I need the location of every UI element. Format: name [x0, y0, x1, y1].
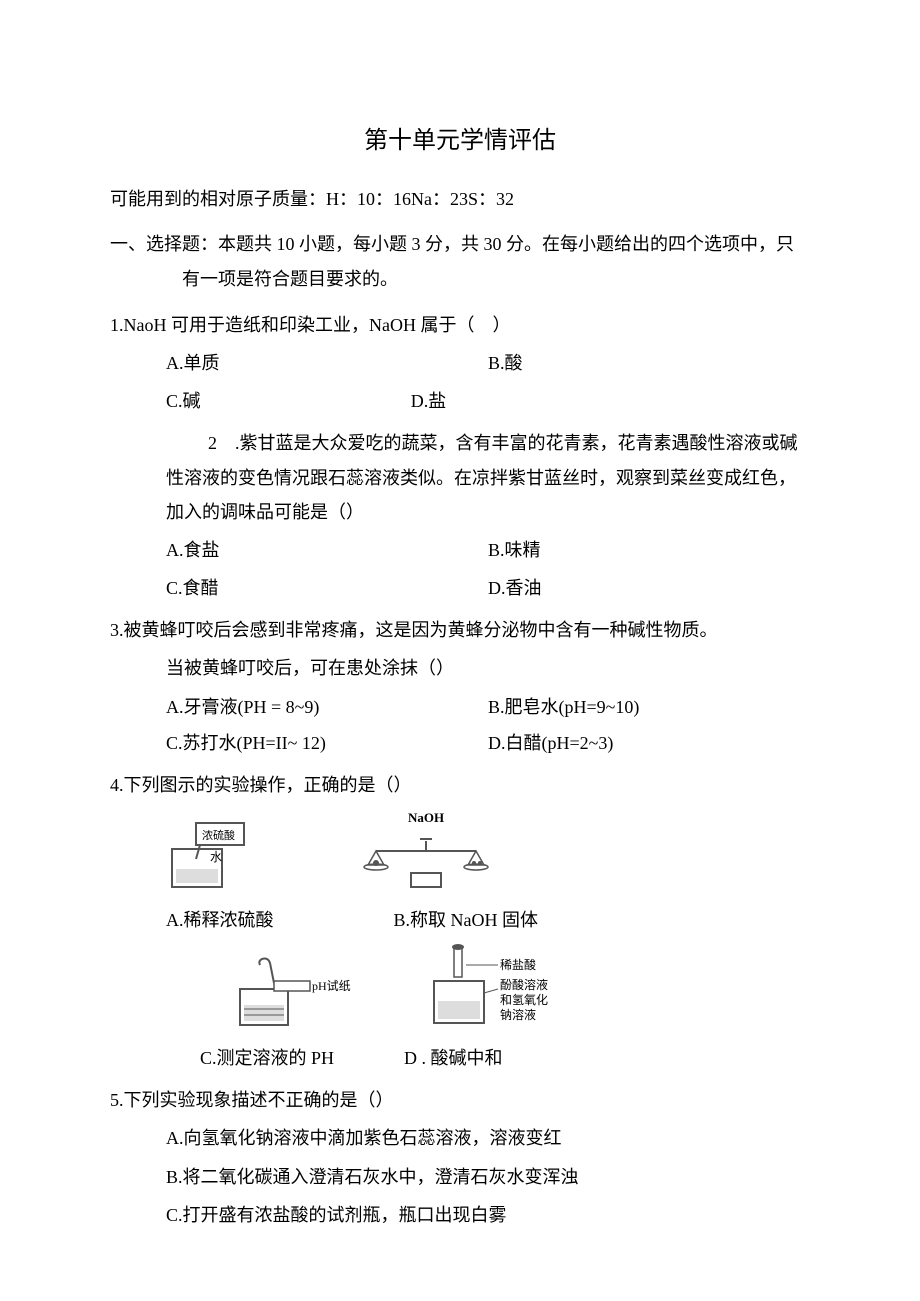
q4-text: .下列图示的实验操作，正确的是（）: [119, 775, 412, 795]
q2-text: .紫甘蓝是大众爱吃的蔬菜，含有丰富的花青素，花青素遇酸性溶液或碱性溶液的变色情况…: [166, 433, 798, 521]
q5-text: .下列实验现象描述不正确的是（）: [119, 1090, 394, 1110]
svg-text:稀盐酸: 稀盐酸: [500, 957, 536, 972]
svg-text:酚酸溶液: 酚酸溶液: [500, 977, 548, 992]
page-title: 第十单元学情评估: [110, 120, 810, 155]
svg-text:和氢氧化: 和氢氧化: [500, 992, 548, 1007]
q1-option-c: C.碱: [166, 384, 411, 418]
q2-option-c: C.食醋: [166, 571, 488, 605]
q1-option-b: B.酸: [488, 346, 810, 380]
q1-text: .NaoH 可用于造纸和印染工业，NaOH 属于（ ）: [119, 315, 510, 335]
atomic-mass-info: 可能用到的相对原子质量：H：10：16Na：23S：32: [110, 183, 810, 215]
question-5: 5.下列实验现象描述不正确的是（） A.向氢氧化钠溶液中滴加紫色石蕊溶液，溶液变…: [110, 1083, 810, 1232]
neutralization-icon: 稀盐酸 酚酸溶液 和氢氧化 钠溶液: [420, 941, 590, 1031]
svg-text:水: 水: [210, 850, 222, 864]
q4-diagram-a: 水 浓硫酸: [166, 815, 276, 899]
q4-option-a: A.稀释浓硫酸: [166, 903, 274, 937]
q1-stem: 1.NaoH 可用于造纸和印染工业，NaOH 属于（ ）: [110, 308, 810, 342]
question-1: 1.NaoH 可用于造纸和印染工业，NaOH 属于（ ） A.单质 B.酸 C.…: [110, 308, 810, 419]
section-1-header: 一、选择题：本题共 10 小题，每小题 3 分，共 30 分。在每小题给出的四个…: [182, 227, 810, 295]
q4-number: 4: [110, 775, 119, 795]
q4-diagram-row-2: pH试纸 稀盐酸 酚酸溶液 和氢氧化 钠溶液: [230, 941, 810, 1037]
q3-text: .被黄蜂叮咬后会感到非常疼痛，这是因为黄蜂分泌物中含有一种碱性物质。: [119, 620, 718, 640]
q3-option-b: B.肥皂水(pH=9~10): [488, 690, 810, 724]
q2-number: 2: [208, 433, 217, 453]
question-2: 2 .紫甘蓝是大众爱吃的蔬菜，含有丰富的花青素，花青素遇酸性溶液或碱性溶液的变色…: [110, 426, 810, 605]
q5-stem: 5.下列实验现象描述不正确的是（）: [110, 1083, 810, 1117]
q3-stem: 3.被黄蜂叮咬后会感到非常疼痛，这是因为黄蜂分泌物中含有一种碱性物质。: [110, 613, 810, 647]
q4-option-d: D . 酸碱中和: [404, 1041, 503, 1075]
q2-option-d: D.香油: [488, 571, 810, 605]
q3-sub: 当被黄蜂叮咬后，可在患处涂抹（）: [166, 651, 810, 685]
svg-text:pH试纸: pH试纸: [312, 978, 351, 993]
svg-text:钠溶液: 钠溶液: [500, 1007, 536, 1022]
ph-test-icon: pH试纸: [230, 953, 360, 1031]
q4-diagram-row-1: 水 浓硫酸 NaOH: [166, 806, 810, 899]
q4-label-row-1: A.稀释浓硫酸 B.称取 NaOH 固体: [166, 903, 810, 937]
balance-scale-icon: [356, 833, 496, 893]
naoh-label: NaOH: [408, 806, 444, 831]
q1-option-d: D.盐: [411, 384, 810, 418]
q3-option-c: C.苏打水(PH=II~ 12): [166, 726, 488, 760]
q4-label-row-2: C.测定溶液的 PH D . 酸碱中和: [200, 1041, 810, 1075]
q2-stem: 2 .紫甘蓝是大众爱吃的蔬菜，含有丰富的花青素，花青素遇酸性溶液或碱性溶液的变色…: [166, 426, 810, 529]
q3-option-d: D.白醋(pH=2~3): [488, 726, 810, 760]
question-3: 3.被黄蜂叮咬后会感到非常疼痛，这是因为黄蜂分泌物中含有一种碱性物质。 当被黄蜂…: [110, 613, 810, 760]
q5-option-a: A.向氢氧化钠溶液中滴加紫色石蕊溶液，溶液变红: [166, 1121, 810, 1155]
q1-number: 1: [110, 315, 119, 335]
dilute-acid-icon: 水 浓硫酸: [166, 815, 276, 893]
q3-number: 3: [110, 620, 119, 640]
q4-option-b: B.称取 NaOH 固体: [394, 903, 539, 937]
q4-option-c: C.测定溶液的 PH: [200, 1041, 334, 1075]
question-4: 4.下列图示的实验操作，正确的是（） 水 浓硫酸 NaOH: [110, 768, 810, 1075]
svg-text:浓硫酸: 浓硫酸: [202, 828, 235, 842]
q2-option-b: B.味精: [488, 533, 810, 567]
q5-number: 5: [110, 1090, 119, 1110]
q5-option-c: C.打开盛有浓盐酸的试剂瓶，瓶口出现白雾: [166, 1198, 810, 1232]
q4-diagram-c: pH试纸: [230, 953, 360, 1037]
q4-diagram-b: NaOH: [356, 806, 496, 899]
q2-option-a: A.食盐: [166, 533, 488, 567]
q5-option-b: B.将二氧化碳通入澄清石灰水中，澄清石灰水变浑浊: [166, 1160, 810, 1194]
q4-stem: 4.下列图示的实验操作，正确的是（）: [110, 768, 810, 802]
q1-option-a: A.单质: [166, 346, 488, 380]
q3-option-a: A.牙膏液(PH = 8~9): [166, 690, 488, 724]
q4-diagram-d: 稀盐酸 酚酸溶液 和氢氧化 钠溶液: [420, 941, 590, 1037]
